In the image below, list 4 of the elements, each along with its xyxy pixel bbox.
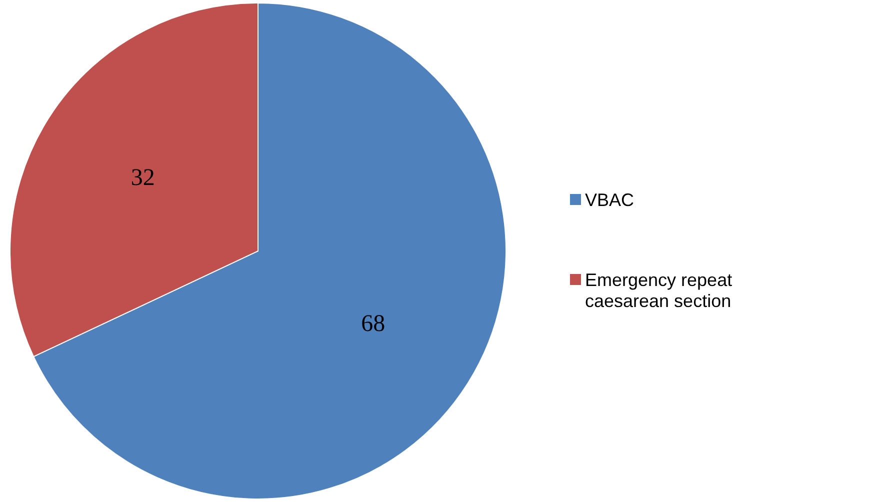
legend-label: Emergency repeat caesarean section <box>585 270 732 311</box>
data-label: 32 <box>130 164 155 191</box>
legend-label: VBAC <box>585 190 634 210</box>
data-label: 68 <box>361 311 386 338</box>
